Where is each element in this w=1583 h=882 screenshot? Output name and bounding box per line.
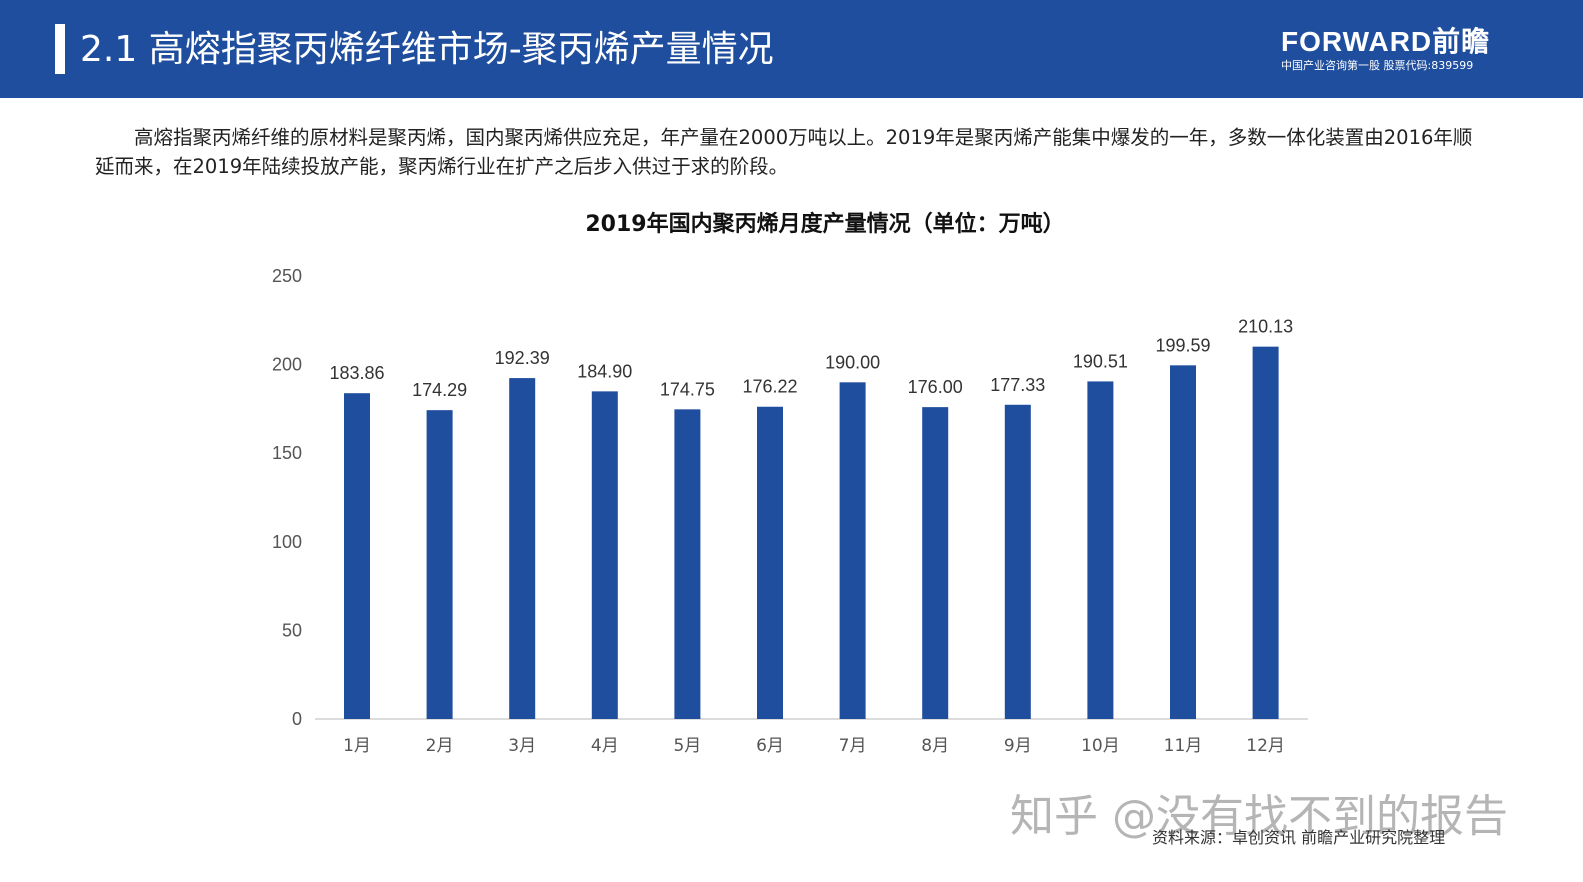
logo-sub-text: 中国产业咨询第一股 股票代码:839599: [1281, 59, 1474, 72]
bar-5: [674, 409, 701, 719]
x-tick-label: 6月: [756, 736, 784, 756]
x-tick-label: 11月: [1164, 736, 1203, 756]
data-label: 210.13: [1238, 317, 1293, 337]
x-tick-label: 7月: [839, 736, 867, 756]
bar-4: [591, 391, 618, 719]
x-tick-label: 8月: [921, 736, 949, 756]
bar-7: [839, 382, 866, 719]
bar-8: [922, 407, 949, 719]
bar-1: [344, 393, 370, 719]
data-label: 176.22: [742, 377, 797, 397]
y-tick-label: 150: [272, 443, 302, 463]
y-tick-label: 200: [272, 355, 302, 375]
x-tick-label: 10月: [1081, 736, 1120, 756]
x-tick-label: 5月: [673, 736, 701, 756]
data-label: 192.39: [495, 348, 550, 368]
page-title: 2.1 高熔指聚丙烯纤维市场-聚丙烯产量情况: [80, 29, 774, 70]
y-tick-label: 100: [272, 532, 302, 552]
data-label: 176.00: [908, 377, 963, 397]
bar-11: [1170, 365, 1196, 719]
data-label: 190.00: [825, 352, 880, 372]
data-label: 174.29: [412, 380, 467, 400]
x-tick-label: 12月: [1246, 736, 1285, 756]
source-note: 资料来源：卓创资讯 前瞻产业研究院整理: [1152, 828, 1446, 847]
y-tick-label: 50: [282, 620, 302, 640]
data-label: 174.75: [660, 379, 715, 399]
bar-3: [509, 378, 536, 719]
y-tick-label: 0: [292, 709, 302, 729]
y-tick-label: 250: [272, 266, 302, 286]
logo-main-text: FORWARD前瞻: [1281, 26, 1491, 57]
x-tick-label: 9月: [1004, 736, 1032, 756]
data-label: 183.86: [329, 363, 384, 383]
header-banner: 2.1 高熔指聚丙烯纤维市场-聚丙烯产量情况 FORWARD前瞻 中国产业咨询第…: [0, 0, 1583, 98]
zhihu-watermark: 知乎 @没有找不到的报告: [1010, 791, 1508, 842]
bar-9: [1004, 404, 1031, 719]
data-label: 190.51: [1073, 351, 1128, 371]
data-label: 184.90: [577, 361, 632, 381]
data-label: 177.33: [990, 375, 1045, 395]
bar-12: [1252, 346, 1279, 719]
bar-6: [757, 406, 783, 719]
header-accent-bar: [55, 24, 65, 74]
data-label: 199.59: [1155, 335, 1210, 355]
intro-paragraph: 高熔指聚丙烯纤维的原材料是聚丙烯，国内聚丙烯供应充足，年产量在2000万吨以上。…: [95, 126, 1473, 178]
bar-10: [1087, 381, 1114, 719]
x-tick-label: 2月: [426, 736, 454, 756]
x-tick-label: 3月: [508, 736, 536, 756]
forward-logo: FORWARD前瞻 中国产业咨询第一股 股票代码:839599: [1281, 26, 1521, 74]
chart-title: 2019年国内聚丙烯月度产量情况（单位：万吨）: [585, 212, 1065, 237]
x-tick-label: 1月: [343, 736, 371, 756]
x-tick-label: 4月: [591, 736, 619, 756]
bar-2: [426, 410, 453, 719]
